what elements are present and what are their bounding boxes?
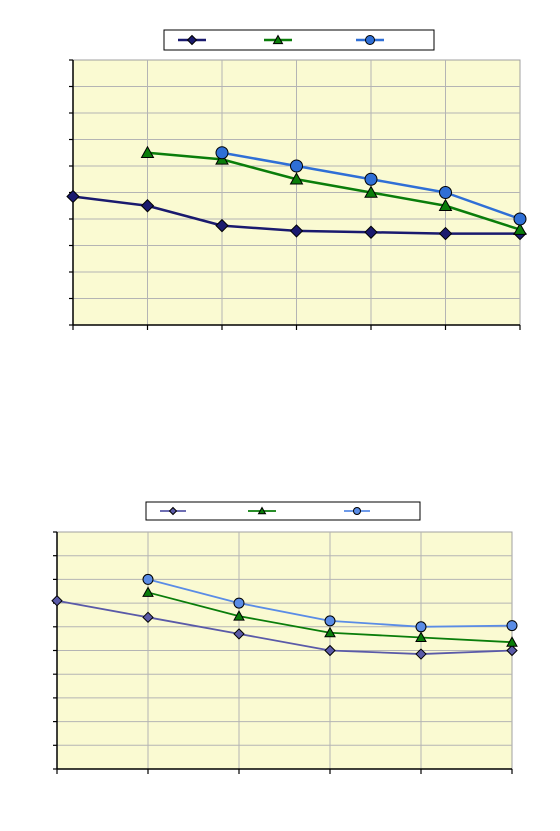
series-1-point bbox=[289, 172, 304, 185]
series-1-point bbox=[438, 198, 453, 212]
series-0-point bbox=[66, 189, 80, 204]
series-2-point bbox=[513, 212, 527, 226]
legend-swatch-marker-1 bbox=[257, 506, 267, 515]
series-0-point bbox=[415, 648, 427, 660]
series-0-point bbox=[140, 199, 155, 213]
series-1-point bbox=[140, 145, 155, 159]
series-2-point bbox=[439, 186, 452, 199]
series-2-point bbox=[233, 597, 245, 609]
series-0-point bbox=[438, 226, 453, 241]
series-0-point bbox=[364, 225, 378, 239]
series-2-point bbox=[290, 159, 303, 173]
series-1-point bbox=[142, 586, 154, 597]
legend bbox=[145, 501, 421, 521]
series-2-point bbox=[215, 146, 229, 160]
series-1-line bbox=[147, 151, 521, 231]
series-0-point bbox=[233, 628, 245, 640]
series-1-point bbox=[233, 610, 245, 621]
legend-swatch-marker-2 bbox=[365, 35, 375, 45]
series-2-point bbox=[415, 621, 427, 633]
series-0-point bbox=[289, 224, 304, 238]
legend bbox=[163, 29, 435, 51]
series-0-point bbox=[506, 644, 518, 657]
series-2-point bbox=[364, 172, 378, 186]
series-0-point bbox=[51, 595, 63, 607]
series-0-point bbox=[324, 644, 336, 657]
series-1-point bbox=[324, 626, 336, 638]
series-0-point bbox=[142, 611, 154, 624]
series-1-point bbox=[513, 222, 527, 235]
legend-swatch-marker-2 bbox=[353, 507, 361, 515]
chart-bottom bbox=[51, 501, 518, 774]
series-1-point bbox=[364, 185, 378, 198]
series-1-point bbox=[506, 636, 518, 647]
series-2-point bbox=[506, 620, 518, 632]
legend-swatch-marker-1 bbox=[272, 34, 284, 45]
series-2-point bbox=[324, 615, 336, 627]
series-0-point bbox=[215, 218, 229, 233]
legend-swatch-marker-0 bbox=[168, 506, 178, 516]
series-2-point bbox=[142, 573, 154, 585]
series-1-point bbox=[415, 631, 427, 642]
chart-top bbox=[66, 29, 527, 330]
legend-swatch-marker-0 bbox=[186, 34, 198, 46]
series-0-line bbox=[56, 599, 513, 655]
